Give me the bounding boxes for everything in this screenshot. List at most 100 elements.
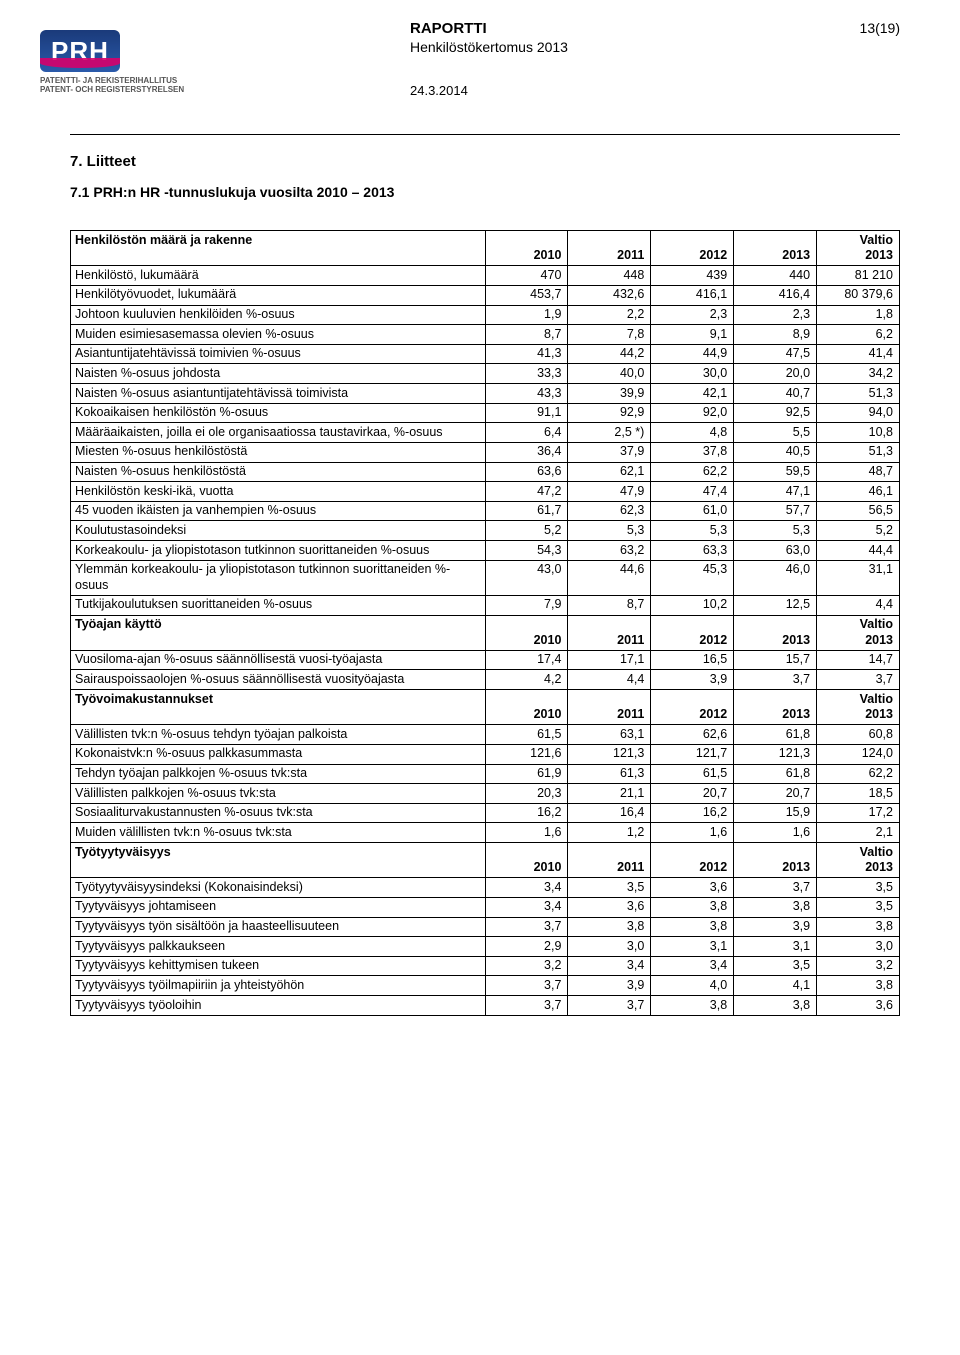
value-cell: 8,7 bbox=[485, 325, 568, 345]
value-cell: 5,3 bbox=[651, 521, 734, 541]
value-cell: 2,3 bbox=[734, 305, 817, 325]
value-cell: 3,8 bbox=[817, 917, 900, 937]
table-row: Koulutustasoindeksi5,25,35,35,35,2 bbox=[71, 521, 900, 541]
value-cell: 63,1 bbox=[568, 725, 651, 745]
value-cell: 63,0 bbox=[734, 541, 817, 561]
value-cell: 8,7 bbox=[568, 595, 651, 615]
value-cell: 17,4 bbox=[485, 650, 568, 670]
table-row: Välillisten palkkojen %-osuus tvk:sta20,… bbox=[71, 784, 900, 804]
value-cell: 62,3 bbox=[568, 501, 651, 521]
value-cell: 16,4 bbox=[568, 803, 651, 823]
year-header-cell: 2010 bbox=[485, 843, 568, 878]
section-header-row: Työajan käyttö2010201120122013Valtio2013 bbox=[71, 615, 900, 650]
row-label-cell: Tyytyväisyys palkkaukseen bbox=[71, 937, 486, 957]
value-cell: 47,4 bbox=[651, 482, 734, 502]
value-cell: 4,2 bbox=[485, 670, 568, 690]
logo-caption-sv: PATENT- OCH REGISTERSTYRELSEN bbox=[40, 85, 184, 94]
year-header-cell: 2013 bbox=[734, 615, 817, 650]
year-header-cell: 2011 bbox=[568, 843, 651, 878]
row-label-cell: Tyytyväisyys työoloihin bbox=[71, 996, 486, 1016]
row-label-cell: Tyytyväisyys työilmapiiriin ja yhteistyö… bbox=[71, 976, 486, 996]
value-cell: 121,3 bbox=[568, 744, 651, 764]
value-cell: 1,8 bbox=[817, 305, 900, 325]
value-cell: 5,2 bbox=[485, 521, 568, 541]
row-label-cell: Kokonaistvk:n %-osuus palkkasummasta bbox=[71, 744, 486, 764]
section-header-row: Henkilöstön määrä ja rakenne201020112012… bbox=[71, 231, 900, 266]
value-cell: 20,7 bbox=[734, 784, 817, 804]
value-cell: 3,4 bbox=[568, 956, 651, 976]
value-cell: 61,5 bbox=[485, 725, 568, 745]
value-cell: 92,9 bbox=[568, 403, 651, 423]
header-rule bbox=[70, 134, 900, 135]
row-label-cell: Naisten %-osuus johdosta bbox=[71, 364, 486, 384]
table-row: Johtoon kuuluvien henkilöiden %-osuus1,9… bbox=[71, 305, 900, 325]
value-cell: 4,4 bbox=[817, 595, 900, 615]
page-number: 13(19) bbox=[860, 20, 900, 36]
value-cell: 43,0 bbox=[485, 560, 568, 595]
value-cell: 61,8 bbox=[734, 764, 817, 784]
value-cell: 448 bbox=[568, 266, 651, 286]
hr-metrics-table: Henkilöstön määrä ja rakenne201020112012… bbox=[70, 230, 900, 1016]
value-cell: 3,0 bbox=[817, 937, 900, 957]
value-cell: 59,5 bbox=[734, 462, 817, 482]
value-cell: 62,2 bbox=[817, 764, 900, 784]
row-label-cell: Ylemmän korkeakoulu- ja yliopistotason t… bbox=[71, 560, 486, 595]
table-row: Henkilöstön keski-ikä, vuotta47,247,947,… bbox=[71, 482, 900, 502]
value-cell: 2,5 *) bbox=[568, 423, 651, 443]
value-cell: 44,4 bbox=[817, 541, 900, 561]
year-header-cell: 2010 bbox=[485, 615, 568, 650]
value-cell: 1,6 bbox=[485, 823, 568, 843]
row-label-cell: Miesten %-osuus henkilöstöstä bbox=[71, 442, 486, 462]
value-cell: 56,5 bbox=[817, 501, 900, 521]
value-cell: 3,7 bbox=[485, 996, 568, 1016]
value-cell: 41,3 bbox=[485, 344, 568, 364]
value-cell: 61,3 bbox=[568, 764, 651, 784]
table-row: Naisten %-osuus henkilöstöstä63,662,162,… bbox=[71, 462, 900, 482]
value-cell: 3,4 bbox=[485, 897, 568, 917]
value-cell: 5,3 bbox=[734, 521, 817, 541]
year-header-cell: 2011 bbox=[568, 615, 651, 650]
row-label-cell: Määräaikaisten, joilla ei ole organisaat… bbox=[71, 423, 486, 443]
value-cell: 3,8 bbox=[568, 917, 651, 937]
value-cell: 61,5 bbox=[651, 764, 734, 784]
table-row: Vuosiloma-ajan %-osuus säännöllisestä vu… bbox=[71, 650, 900, 670]
value-cell: 7,8 bbox=[568, 325, 651, 345]
value-cell: 61,8 bbox=[734, 725, 817, 745]
value-cell: 51,3 bbox=[817, 442, 900, 462]
value-cell: 16,2 bbox=[651, 803, 734, 823]
value-cell: 37,8 bbox=[651, 442, 734, 462]
valtio-header-cell: Valtio2013 bbox=[817, 615, 900, 650]
value-cell: 3,4 bbox=[651, 956, 734, 976]
row-label-cell: Työtyytyväisyysindeksi (Kokonaisindeksi) bbox=[71, 878, 486, 898]
value-cell: 47,5 bbox=[734, 344, 817, 364]
row-label-cell: Sosiaaliturvakustannusten %-osuus tvk:st… bbox=[71, 803, 486, 823]
value-cell: 121,3 bbox=[734, 744, 817, 764]
value-cell: 46,0 bbox=[734, 560, 817, 595]
table-row: Naisten %-osuus johdosta33,340,030,020,0… bbox=[71, 364, 900, 384]
logo-box: PRH bbox=[40, 30, 120, 72]
value-cell: 4,0 bbox=[651, 976, 734, 996]
value-cell: 18,5 bbox=[817, 784, 900, 804]
row-label-cell: Sairauspoissaolojen %-osuus säännöllises… bbox=[71, 670, 486, 690]
value-cell: 3,6 bbox=[651, 878, 734, 898]
value-cell: 20,7 bbox=[651, 784, 734, 804]
value-cell: 43,3 bbox=[485, 384, 568, 404]
value-cell: 21,1 bbox=[568, 784, 651, 804]
value-cell: 12,5 bbox=[734, 595, 817, 615]
value-cell: 61,0 bbox=[651, 501, 734, 521]
value-cell: 47,2 bbox=[485, 482, 568, 502]
year-header-cell: 2012 bbox=[651, 843, 734, 878]
value-cell: 3,8 bbox=[651, 996, 734, 1016]
value-cell: 40,7 bbox=[734, 384, 817, 404]
row-label-cell: Tyytyväisyys työn sisältöön ja haasteell… bbox=[71, 917, 486, 937]
value-cell: 62,1 bbox=[568, 462, 651, 482]
value-cell: 4,4 bbox=[568, 670, 651, 690]
table-row: Sosiaaliturvakustannusten %-osuus tvk:st… bbox=[71, 803, 900, 823]
section-title-cell: Työtyytyväisyys bbox=[71, 843, 486, 878]
value-cell: 40,0 bbox=[568, 364, 651, 384]
value-cell: 91,1 bbox=[485, 403, 568, 423]
value-cell: 4,8 bbox=[651, 423, 734, 443]
table-row: Muiden esimiesasemassa olevien %-osuus8,… bbox=[71, 325, 900, 345]
value-cell: 42,1 bbox=[651, 384, 734, 404]
valtio-header-cell: Valtio2013 bbox=[817, 690, 900, 725]
